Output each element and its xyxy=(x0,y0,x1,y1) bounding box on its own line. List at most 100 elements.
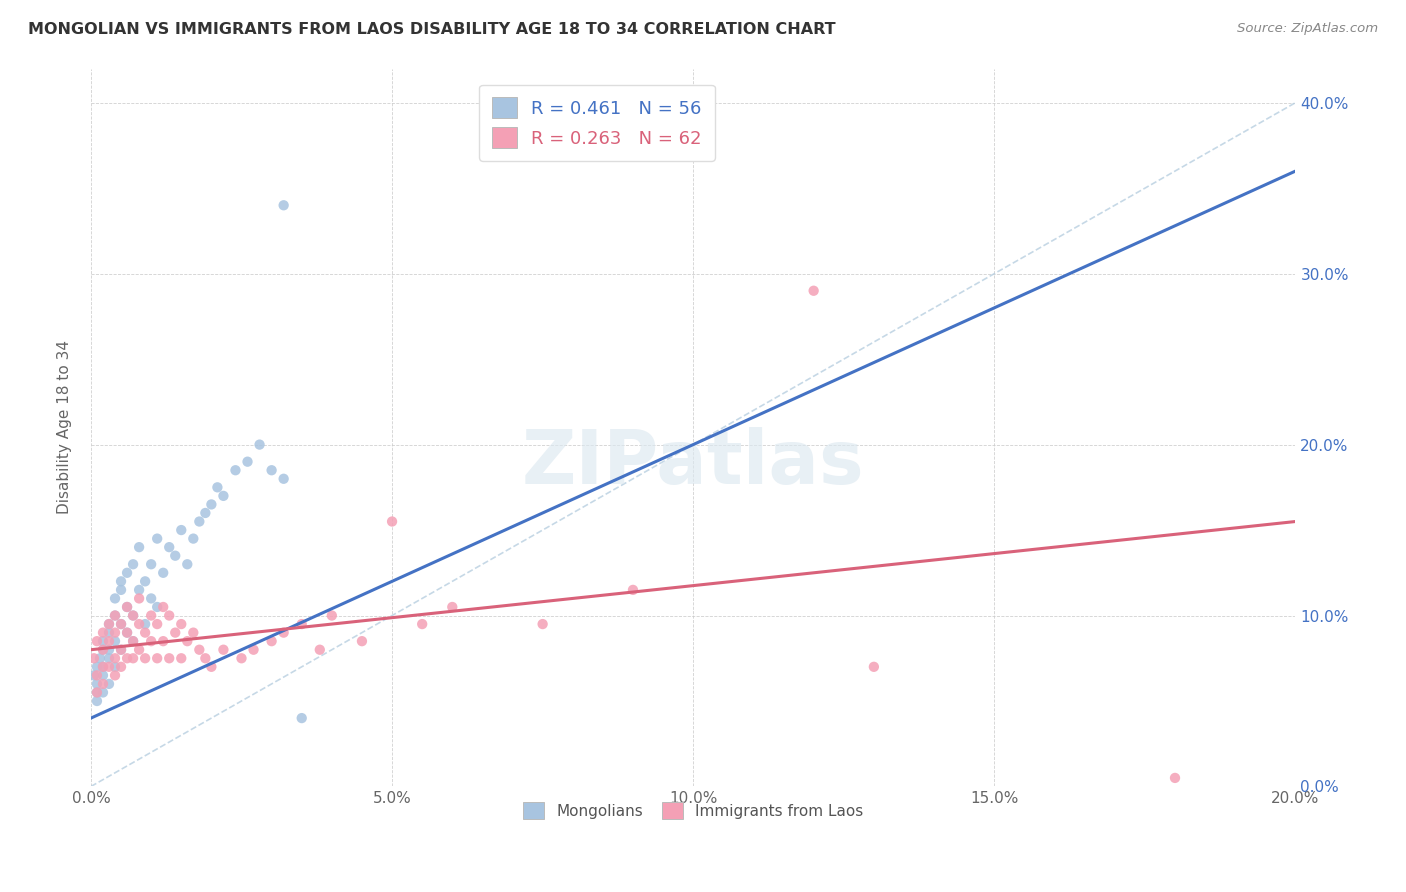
Point xyxy=(146,651,169,665)
Point xyxy=(128,582,150,597)
Point xyxy=(621,582,644,597)
Point xyxy=(110,642,132,657)
Point xyxy=(273,625,295,640)
Point xyxy=(98,634,121,648)
Point xyxy=(98,677,121,691)
Point xyxy=(176,634,198,648)
Point xyxy=(1164,771,1187,785)
Point xyxy=(411,617,433,632)
Point xyxy=(115,599,138,614)
Point xyxy=(110,642,132,657)
Point xyxy=(157,651,180,665)
Point xyxy=(91,677,114,691)
Point xyxy=(212,489,235,503)
Point xyxy=(104,668,127,682)
Point xyxy=(104,608,127,623)
Point xyxy=(141,558,163,572)
Point xyxy=(122,558,145,572)
Point xyxy=(146,599,169,614)
Point xyxy=(104,634,127,648)
Point xyxy=(86,685,108,699)
Point xyxy=(115,599,138,614)
Point xyxy=(134,651,156,665)
Point xyxy=(273,198,295,212)
Point xyxy=(273,472,295,486)
Point xyxy=(122,608,145,623)
Point xyxy=(115,566,138,580)
Point xyxy=(152,634,174,648)
Point xyxy=(181,532,204,546)
Point xyxy=(98,617,121,632)
Point xyxy=(115,625,138,640)
Point xyxy=(176,558,198,572)
Point xyxy=(91,660,114,674)
Point xyxy=(122,634,145,648)
Point xyxy=(104,651,127,665)
Point xyxy=(803,284,825,298)
Point xyxy=(170,651,193,665)
Point xyxy=(98,617,121,632)
Point xyxy=(134,574,156,589)
Point xyxy=(194,506,217,520)
Point xyxy=(350,634,373,648)
Point xyxy=(224,463,246,477)
Point xyxy=(200,497,222,511)
Point xyxy=(110,574,132,589)
Point xyxy=(441,599,464,614)
Point xyxy=(98,651,121,665)
Point xyxy=(165,625,187,640)
Point xyxy=(110,617,132,632)
Point xyxy=(110,617,132,632)
Point xyxy=(122,651,145,665)
Point xyxy=(249,437,271,451)
Point xyxy=(134,617,156,632)
Point xyxy=(98,642,121,657)
Point xyxy=(200,660,222,674)
Point xyxy=(188,642,211,657)
Point xyxy=(91,642,114,657)
Point xyxy=(157,540,180,554)
Point xyxy=(128,540,150,554)
Point xyxy=(863,660,886,674)
Point xyxy=(134,625,156,640)
Point xyxy=(104,608,127,623)
Point xyxy=(141,591,163,606)
Point xyxy=(321,608,343,623)
Point xyxy=(308,642,330,657)
Point xyxy=(141,608,163,623)
Point xyxy=(128,642,150,657)
Point xyxy=(104,660,127,674)
Point xyxy=(194,651,217,665)
Point xyxy=(236,455,259,469)
Point xyxy=(115,651,138,665)
Point xyxy=(91,660,114,674)
Point xyxy=(110,582,132,597)
Point xyxy=(86,660,108,674)
Point xyxy=(122,634,145,648)
Point xyxy=(128,591,150,606)
Point xyxy=(165,549,187,563)
Text: MONGOLIAN VS IMMIGRANTS FROM LAOS DISABILITY AGE 18 TO 34 CORRELATION CHART: MONGOLIAN VS IMMIGRANTS FROM LAOS DISABI… xyxy=(28,22,835,37)
Point xyxy=(152,566,174,580)
Point xyxy=(141,634,163,648)
Legend: Mongolians, Immigrants from Laos: Mongolians, Immigrants from Laos xyxy=(517,796,869,825)
Point xyxy=(231,651,253,665)
Point xyxy=(91,685,114,699)
Point xyxy=(260,463,283,477)
Point xyxy=(86,634,108,648)
Point xyxy=(91,625,114,640)
Point xyxy=(98,625,121,640)
Point xyxy=(381,515,404,529)
Point xyxy=(91,642,114,657)
Point xyxy=(98,660,121,674)
Point xyxy=(207,480,229,494)
Point xyxy=(212,642,235,657)
Point xyxy=(170,523,193,537)
Text: Source: ZipAtlas.com: Source: ZipAtlas.com xyxy=(1237,22,1378,36)
Point xyxy=(170,617,193,632)
Point xyxy=(146,617,169,632)
Point xyxy=(86,694,108,708)
Point xyxy=(86,668,108,682)
Point xyxy=(128,617,150,632)
Point xyxy=(260,634,283,648)
